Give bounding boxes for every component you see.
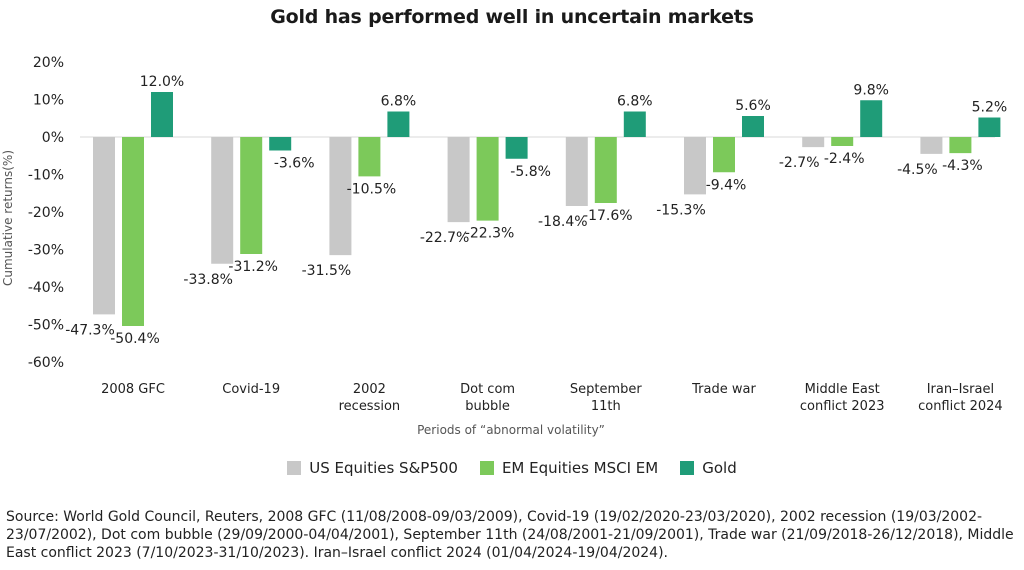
- category-label: 2008 GFC: [101, 382, 165, 397]
- data-label: 5.6%: [735, 98, 771, 114]
- data-label: 12.0%: [140, 74, 184, 90]
- category-label: conflict 2023: [800, 399, 885, 414]
- y-tick-label: -60%: [28, 355, 64, 371]
- bar-gold: [269, 137, 292, 151]
- category-label: 2002: [353, 382, 386, 397]
- category-label: Covid-19: [222, 382, 280, 397]
- data-label: -33.8%: [183, 272, 233, 288]
- legend-item-gold: Gold: [680, 459, 737, 477]
- bar-gold: [742, 116, 764, 137]
- bar-us: [920, 137, 943, 154]
- bar-us: [684, 137, 706, 195]
- data-label: -18.4%: [538, 214, 588, 230]
- bar-chart: 20% 10% 0% -10% -20% -30% -40% -50% -60% Cumulati…: [1, 55, 1008, 437]
- data-label: -10.5%: [347, 181, 397, 197]
- data-label: -2.4%: [824, 151, 865, 167]
- bar-gold: [505, 137, 528, 159]
- bar-gold: [151, 92, 173, 137]
- bar-gold: [623, 111, 646, 137]
- legend-label-gold: Gold: [702, 459, 737, 477]
- bar-us: [565, 137, 588, 206]
- y-axis-title: Cumulative returns(%): [1, 150, 15, 286]
- data-label: -4.3%: [942, 158, 983, 174]
- y-tick-label: -10%: [28, 168, 64, 184]
- legend-label-em: EM Equities MSCI EM: [501, 459, 659, 477]
- legend: US Equities S&P500 EM Equities MSCI EM G…: [0, 459, 1024, 477]
- legend-swatch-gold: [680, 461, 695, 475]
- data-label: -17.6%: [583, 208, 633, 224]
- x-axis-title: Periods of “abnormal volatility”: [417, 423, 605, 437]
- category-label: September: [570, 382, 643, 397]
- category-label: Dot com: [460, 382, 515, 397]
- bar-gold: [387, 111, 410, 137]
- y-tick-label: -20%: [28, 205, 64, 221]
- data-label: -5.8%: [510, 164, 551, 180]
- y-tick-label: -40%: [28, 280, 64, 296]
- bar-em: [122, 137, 144, 326]
- bar-em: [713, 137, 735, 173]
- category-label: Middle East: [805, 382, 880, 397]
- bar-em: [594, 137, 617, 203]
- y-tick-label: -50%: [28, 318, 64, 334]
- data-label: 9.8%: [853, 82, 889, 98]
- data-label: -31.5%: [302, 263, 352, 279]
- data-label: -47.3%: [65, 322, 115, 338]
- bar-us: [329, 137, 352, 256]
- data-label: -15.3%: [656, 202, 706, 218]
- legend-swatch-us: [287, 461, 302, 475]
- bar-em: [240, 137, 263, 254]
- data-label: 5.2%: [972, 100, 1008, 116]
- bar-em: [831, 137, 854, 146]
- data-label: 6.8%: [617, 94, 653, 110]
- data-label: -3.6%: [274, 156, 315, 172]
- data-label: 6.8%: [381, 94, 417, 110]
- bar-us: [802, 137, 825, 148]
- data-label: -22.3%: [465, 226, 515, 242]
- category-label: conflict 2024: [918, 399, 1003, 414]
- bar-em: [476, 137, 499, 221]
- data-label: -50.4%: [110, 331, 160, 347]
- data-label: -9.4%: [706, 177, 747, 193]
- source-note: Source: World Gold Council, Reuters, 200…: [6, 509, 1014, 561]
- data-label: -4.5%: [897, 162, 938, 178]
- category-label: Trade war: [691, 382, 756, 397]
- bar-gold: [860, 100, 883, 137]
- bar-us: [211, 137, 234, 264]
- bar-em: [358, 137, 381, 177]
- y-tick-label: 0%: [42, 130, 64, 146]
- legend-swatch-em: [479, 461, 494, 475]
- category-label: 11th: [591, 399, 621, 414]
- y-tick-label: 20%: [33, 55, 64, 71]
- data-label: -22.7%: [420, 230, 470, 246]
- bar-gold: [978, 117, 1001, 137]
- legend-item-us: US Equities S&P500: [287, 459, 458, 477]
- legend-item-em: EM Equities MSCI EM: [479, 459, 659, 477]
- y-tick-label: 10%: [33, 93, 64, 109]
- data-label: -2.7%: [779, 155, 820, 171]
- bar-em: [949, 137, 972, 154]
- bar-us: [93, 137, 115, 315]
- chart-title: Gold has performed well in uncertain mar…: [270, 6, 754, 28]
- bar-us: [447, 137, 470, 223]
- data-label: -31.2%: [228, 259, 278, 275]
- legend-label-us: US Equities S&P500: [309, 459, 458, 477]
- category-label: recession: [339, 399, 401, 414]
- y-tick-label: -30%: [28, 243, 64, 259]
- category-label: bubble: [465, 399, 510, 414]
- category-label: Iran–Israel: [927, 382, 994, 397]
